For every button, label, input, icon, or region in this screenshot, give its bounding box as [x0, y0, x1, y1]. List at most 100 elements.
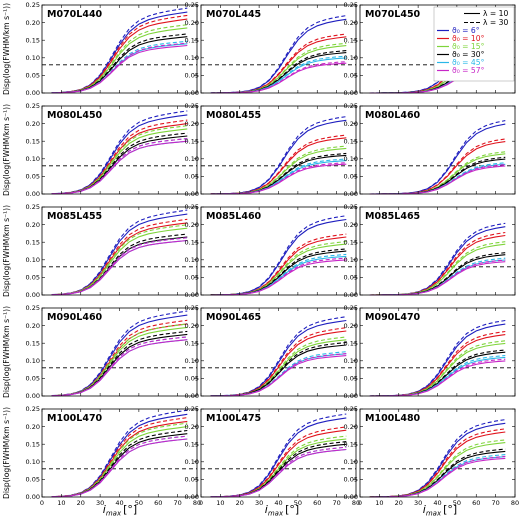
series-line	[210, 134, 347, 195]
y-axis-label: Disp(log(FWHM/km s⁻¹))	[2, 205, 11, 297]
y-tick-label: 0.00	[26, 493, 40, 501]
legend-label: ϑ₀ = 57°	[452, 66, 485, 75]
y-tick-label: 0.05	[26, 476, 40, 484]
series-line	[210, 236, 347, 296]
y-tick-label: 0.15	[344, 36, 358, 44]
labels-layer: imax [°] imax [°] imax [°]	[103, 503, 457, 518]
series-line	[51, 319, 188, 397]
series-line	[51, 27, 188, 94]
series-line	[51, 43, 188, 94]
y-tick-label: 0.05	[344, 476, 358, 484]
x-tick-label: 0	[199, 499, 203, 507]
series-line	[51, 333, 188, 397]
x-tick-label: 70	[491, 499, 499, 507]
y-axis-label: Disp(log(FWHM/km s⁻¹))	[2, 407, 11, 499]
y-tick-label: 0.20	[185, 221, 199, 229]
y-tick-label: 0.20	[26, 322, 40, 330]
y-tick-label: 0.20	[26, 221, 40, 229]
y-tick-label: 0.25	[26, 1, 40, 9]
series-line	[210, 319, 347, 397]
panel-title: M080L455	[206, 110, 261, 121]
panels-layer: 0.00 0.05 0.10 0.15 0.20 0.25 M070L440 Disp(log…	[2, 1, 519, 507]
y-tick-label: 0.00	[185, 190, 199, 198]
y-tick-label: 0.15	[26, 36, 40, 44]
y-tick-label: 0.05	[344, 274, 358, 282]
y-tick-label: 0.20	[185, 120, 199, 128]
panel-title: M070L445	[206, 9, 261, 20]
y-tick-label: 0.15	[185, 137, 199, 145]
series-line	[210, 218, 347, 296]
panel-title: M070L440	[47, 9, 103, 20]
series-line	[51, 330, 188, 397]
y-tick-label: 0.25	[344, 102, 358, 110]
legend-label: ϑ₀ = 15°	[452, 42, 485, 51]
series-line	[51, 438, 188, 498]
series-line	[369, 431, 506, 498]
panel: 0.00 0.05 0.10 0.15 0.20 0.25 M070L445	[185, 1, 357, 97]
y-tick-label: 0.10	[344, 357, 358, 365]
y-tick-label: 0.00	[185, 493, 199, 501]
y-axis-label: Disp(log(FWHM/km s⁻¹))	[2, 3, 11, 95]
y-axis-label: Disp(log(FWHM/km s⁻¹))	[2, 306, 11, 398]
y-tick-label: 0.25	[26, 304, 40, 312]
y-tick-label: 0.20	[344, 423, 358, 431]
legend-box	[433, 6, 515, 82]
panel: 0 10 20 30 40 50 60 70 800.000.050.100.150.200.2…	[344, 405, 520, 507]
series-line	[51, 429, 188, 498]
y-tick-label: 0.15	[26, 440, 40, 448]
y-tick-label: 0.15	[26, 339, 40, 347]
y-tick-label: 0.05	[185, 476, 199, 484]
series-line	[210, 443, 347, 498]
y-tick-label: 0.10	[26, 458, 40, 466]
panel-title: M070L450	[365, 9, 421, 20]
series-line	[51, 323, 188, 397]
series-line	[210, 50, 347, 94]
series-line	[51, 236, 188, 296]
y-tick-label: 0.15	[344, 440, 358, 448]
panel-title: M085L460	[206, 211, 262, 222]
series-line	[51, 233, 188, 296]
y-tick-label: 0.10	[185, 458, 199, 466]
y-tick-label: 0.10	[26, 54, 40, 62]
series-line	[210, 353, 347, 397]
panel-title: M090L470	[365, 312, 421, 323]
series-line	[210, 257, 347, 296]
y-tick-label: 0.25	[26, 102, 40, 110]
series-line	[51, 326, 188, 397]
legend-label: λ = 10	[483, 9, 509, 18]
series-line	[51, 227, 188, 296]
series-line	[51, 7, 188, 94]
y-tick-label: 0.10	[26, 357, 40, 365]
series-line	[51, 224, 188, 296]
series-line	[51, 426, 188, 498]
panel-title: M080L460	[365, 110, 421, 121]
y-tick-label: 0.20	[185, 322, 199, 330]
series-line	[210, 33, 347, 94]
series-line	[51, 44, 188, 94]
y-tick-label: 0.00	[26, 291, 40, 299]
y-tick-label: 0.10	[344, 256, 358, 264]
x-tick-label: 70	[332, 499, 340, 507]
panel-title: M085L465	[365, 211, 420, 222]
x-tick-label: 60	[154, 499, 162, 507]
y-tick-label: 0.05	[185, 72, 199, 80]
series-line	[369, 165, 506, 195]
x-axis-label: imax [°]	[103, 503, 137, 518]
legend-label: ϑ₀ = 10°	[452, 34, 485, 43]
panel-title: M100L475	[206, 413, 261, 424]
x-tick-label: 40	[274, 499, 282, 507]
y-tick-label: 0.10	[26, 155, 40, 163]
y-tick-label: 0.25	[344, 1, 358, 9]
y-tick-label: 0.15	[344, 137, 358, 145]
series-line	[369, 340, 506, 397]
x-axis-label: imax [°]	[265, 503, 299, 518]
series-line	[51, 213, 188, 296]
y-tick-label: 0.15	[185, 238, 199, 246]
x-tick-label: 30	[414, 499, 422, 507]
x-axis-label: imax [°]	[423, 503, 457, 518]
x-tick-label: 80	[193, 499, 201, 507]
legend: ϑ₀ = 6°ϑ₀ = 10°ϑ₀ = 15°ϑ₀ = 30°ϑ₀ = 45°ϑ…	[433, 6, 515, 82]
series-line	[51, 237, 188, 296]
